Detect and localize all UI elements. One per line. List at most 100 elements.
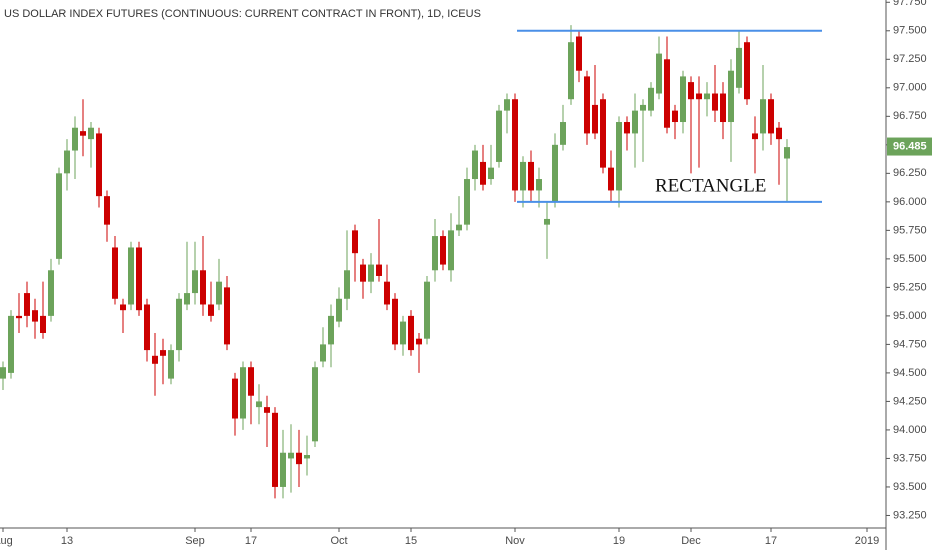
candle-body <box>24 293 30 316</box>
candle-body <box>216 281 222 305</box>
candle-body <box>440 236 446 265</box>
candle-body <box>688 82 694 100</box>
candle-body <box>384 281 390 305</box>
candle-body <box>736 47 742 88</box>
y-tick-label: 95.750 <box>893 224 927 236</box>
candle-body <box>32 310 38 322</box>
candle-body <box>224 287 230 345</box>
candle-body <box>368 264 374 282</box>
annotation: RECTANGLE <box>655 175 766 196</box>
candle-body <box>304 455 310 459</box>
candle-body <box>656 53 662 94</box>
y-tick-label: 96.250 <box>893 167 927 179</box>
candle-body <box>464 179 470 225</box>
candle-body <box>480 161 486 185</box>
candle-body <box>200 270 206 305</box>
candle-body <box>504 99 510 111</box>
candle-body <box>312 367 318 442</box>
candle-body <box>728 70 734 123</box>
y-tick-label: 97.750 <box>893 0 927 8</box>
candle-body <box>760 99 766 134</box>
candle-body <box>288 452 294 459</box>
candle-body <box>152 355 158 364</box>
y-tick-label: 97.000 <box>893 82 927 94</box>
candle-body <box>320 344 326 362</box>
y-tick-label: 95.000 <box>893 310 927 322</box>
x-tick-label: 17 <box>245 535 257 547</box>
candle-body <box>336 298 342 322</box>
candle-body <box>16 315 22 319</box>
candle-body <box>136 247 142 311</box>
candle-body <box>192 270 198 294</box>
candle-body <box>552 144 558 202</box>
candle-body <box>776 127 782 140</box>
x-tick-label: Aug <box>0 535 13 547</box>
chart-title: US DOLLAR INDEX FUTURES (CONTINUOUS: CUR… <box>4 8 481 20</box>
y-tick-label: 94.500 <box>893 367 927 379</box>
y-tick-label: 94.750 <box>893 338 927 350</box>
candle-body <box>128 247 134 305</box>
candle-body <box>48 270 54 316</box>
candle-body <box>264 407 270 413</box>
candle-body <box>608 167 614 191</box>
y-tick-label: 95.250 <box>893 281 927 293</box>
candle-body <box>176 298 182 351</box>
candle-body <box>376 264 382 276</box>
candle-body <box>232 378 238 419</box>
candle-body <box>632 110 638 134</box>
x-tick-label: 19 <box>613 535 625 547</box>
candle-body <box>752 133 758 140</box>
y-tick-label: 94.000 <box>893 424 927 436</box>
candle-body <box>408 315 414 351</box>
last-price-label: 96.485 <box>893 140 927 152</box>
y-tick-label: 96.750 <box>893 110 927 122</box>
candle-body <box>8 315 14 373</box>
candle-body <box>328 315 334 345</box>
candle-body <box>88 127 94 140</box>
candle-body <box>784 147 790 159</box>
y-tick-label: 93.500 <box>893 481 927 493</box>
x-tick-label: Oct <box>330 535 347 547</box>
candle-body <box>448 230 454 271</box>
y-tick-label: 93.750 <box>893 452 927 464</box>
candle-body <box>64 150 70 174</box>
candle-body <box>120 304 126 311</box>
candle-body <box>432 236 438 271</box>
candle-body <box>208 304 214 316</box>
candle-body <box>40 315 46 333</box>
candle-body <box>624 122 630 134</box>
candle-body <box>160 350 166 356</box>
candle-body <box>112 247 118 299</box>
candle-body <box>640 104 646 111</box>
candle-body <box>360 264 366 282</box>
candle-body <box>568 42 574 100</box>
y-tick-label: 95.500 <box>893 253 927 265</box>
candle-body <box>616 122 622 191</box>
candle-body <box>600 99 606 168</box>
candle-body <box>240 367 246 419</box>
candle-body <box>704 93 710 100</box>
candle-body <box>56 173 62 259</box>
candle-body <box>280 452 286 487</box>
candle-body <box>696 93 702 100</box>
candle-body <box>392 298 398 345</box>
candle-body <box>592 104 598 134</box>
y-tick-label: 93.250 <box>893 509 927 521</box>
y-tick-label: 97.250 <box>893 53 927 65</box>
candle-body <box>768 99 774 134</box>
candle-body <box>672 110 678 123</box>
candle-body <box>536 179 542 191</box>
y-tick-label: 94.250 <box>893 395 927 407</box>
candle-body <box>680 76 686 123</box>
x-tick-label: Nov <box>505 535 525 547</box>
candle-body <box>72 127 78 151</box>
candle-body <box>272 412 278 487</box>
candle-body <box>144 304 150 351</box>
candle-body <box>296 452 302 465</box>
candle-body <box>80 131 86 136</box>
candle-body <box>184 293 190 305</box>
candle-body <box>400 321 406 345</box>
x-tick-label: 13 <box>61 535 73 547</box>
candle-body <box>576 36 582 71</box>
